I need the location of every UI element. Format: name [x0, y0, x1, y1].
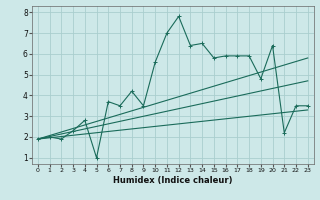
X-axis label: Humidex (Indice chaleur): Humidex (Indice chaleur): [113, 176, 233, 185]
